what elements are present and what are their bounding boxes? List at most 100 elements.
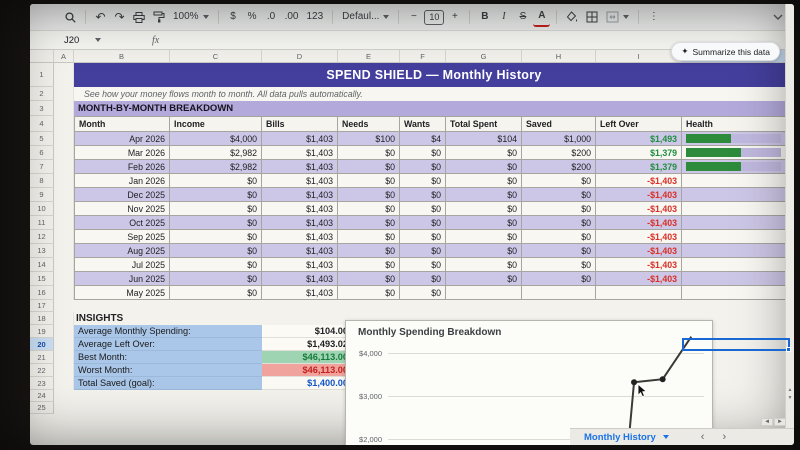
scroll-down-icon[interactable]: ▼ — [787, 395, 793, 401]
cell-bills-jun-2025[interactable]: $1,403 — [262, 272, 338, 286]
cell-wants-aug-2025[interactable]: $0 — [400, 244, 446, 258]
cell-health-jun-2025[interactable] — [682, 272, 794, 286]
cell-bills-dec-2025[interactable]: $1,403 — [262, 188, 338, 202]
row-header-16[interactable]: 16 — [30, 286, 54, 300]
row-header-7[interactable]: 7 — [30, 160, 54, 174]
cell-needs-mar-2026[interactable]: $0 — [338, 146, 400, 160]
cell-month-jul-2025[interactable]: Jul 2025 — [74, 258, 170, 272]
cell-needs-may-2025[interactable]: $0 — [338, 286, 400, 300]
italic-button[interactable]: I — [502, 11, 506, 22]
table-header-bills[interactable]: Bills — [262, 116, 338, 132]
table-header-wants[interactable]: Wants — [400, 116, 446, 132]
cell-left_over-jan-2026[interactable]: -$1,403 — [596, 174, 682, 188]
cell-A4[interactable] — [54, 116, 74, 132]
insights-title[interactable]: INSIGHTS — [76, 313, 124, 324]
cell-total_spent-feb-2026[interactable]: $0 — [446, 160, 522, 174]
table-header-needs[interactable]: Needs — [338, 116, 400, 132]
cell-wants-jan-2026[interactable]: $0 — [400, 174, 446, 188]
cell-bills-aug-2025[interactable]: $1,403 — [262, 244, 338, 258]
cell-wants-dec-2025[interactable]: $0 — [400, 188, 446, 202]
selected-cell-outline[interactable] — [682, 338, 791, 352]
cell-saved-may-2025[interactable] — [522, 286, 596, 300]
column-header-F[interactable]: F — [400, 50, 446, 63]
cell-wants-feb-2026[interactable]: $0 — [400, 160, 446, 174]
cell-income-apr-2026[interactable]: $4,000 — [170, 132, 262, 146]
title-banner[interactable]: SPEND SHIELD — Monthly History — [74, 63, 794, 87]
insight-label-21[interactable]: Best Month: — [74, 351, 262, 364]
cell-A10[interactable] — [54, 202, 74, 216]
cell-bills-feb-2026[interactable]: $1,403 — [262, 160, 338, 174]
cell-health-sep-2025[interactable] — [682, 230, 794, 244]
collapse-menus-icon[interactable] — [769, 8, 786, 27]
cell-left_over-nov-2025[interactable]: -$1,403 — [596, 202, 682, 216]
cell-total_spent-aug-2025[interactable]: $0 — [446, 244, 522, 258]
cell-month-aug-2025[interactable]: Aug 2025 — [74, 244, 170, 258]
cell-wants-mar-2026[interactable]: $0 — [400, 146, 446, 160]
cell-income-may-2025[interactable]: $0 — [170, 286, 262, 300]
cell-needs-feb-2026[interactable]: $0 — [338, 160, 400, 174]
cell-left_over-oct-2025[interactable]: -$1,403 — [596, 216, 682, 230]
cell-A12[interactable] — [54, 230, 74, 244]
cell-month-jan-2026[interactable]: Jan 2026 — [74, 174, 170, 188]
cell-needs-jul-2025[interactable]: $0 — [338, 258, 400, 272]
cell-total_spent-oct-2025[interactable]: $0 — [446, 216, 522, 230]
cell-saved-sep-2025[interactable]: $0 — [522, 230, 596, 244]
strikethrough-button[interactable]: S — [519, 11, 527, 22]
decrease-decimal-button[interactable]: .0 — [266, 11, 276, 22]
cell-A23[interactable] — [54, 377, 74, 390]
cell-month-nov-2025[interactable]: Nov 2025 — [74, 202, 170, 216]
cell-A3[interactable] — [54, 101, 74, 116]
cell-saved-mar-2026[interactable]: $200 — [522, 146, 596, 160]
insight-value-19[interactable]: $104.00 — [262, 325, 352, 338]
vertical-scrollbar[interactable]: ▲ ▼ — [785, 4, 794, 429]
cell-health-apr-2026[interactable] — [682, 132, 794, 146]
cell-bills-nov-2025[interactable]: $1,403 — [262, 202, 338, 216]
cell-needs-jun-2025[interactable]: $0 — [338, 272, 400, 286]
cell-A6[interactable] — [54, 146, 74, 160]
cell-needs-dec-2025[interactable]: $0 — [338, 188, 400, 202]
fill-handle[interactable] — [786, 347, 791, 352]
cell-health-jul-2025[interactable] — [682, 258, 794, 272]
cell-total_spent-nov-2025[interactable]: $0 — [446, 202, 522, 216]
paint-format-icon[interactable] — [150, 8, 168, 27]
cell-health-mar-2026[interactable] — [682, 146, 794, 160]
summarize-data-button[interactable]: ✦ Summarize this data — [671, 42, 780, 61]
cell-saved-jul-2025[interactable]: $0 — [522, 258, 596, 272]
cell-left_over-sep-2025[interactable]: -$1,403 — [596, 230, 682, 244]
cell-income-nov-2025[interactable]: $0 — [170, 202, 262, 216]
cell-saved-jan-2026[interactable]: $0 — [522, 174, 596, 188]
format-currency-button[interactable]: $ — [230, 11, 236, 22]
column-header-B[interactable]: B — [74, 50, 170, 63]
cell-bills-jul-2025[interactable]: $1,403 — [262, 258, 338, 272]
cell-wants-nov-2025[interactable]: $0 — [400, 202, 446, 216]
cell-month-may-2025[interactable]: May 2025 — [74, 286, 170, 300]
redo-icon[interactable]: ↷ — [114, 10, 125, 24]
table-header-month[interactable]: Month — [74, 116, 170, 132]
row-header-9[interactable]: 9 — [30, 188, 54, 202]
row-header-21[interactable]: 21 — [30, 351, 54, 364]
cell-health-nov-2025[interactable] — [682, 202, 794, 216]
more-toolbar-button[interactable]: ⋮ — [648, 11, 659, 22]
insight-value-22[interactable]: $46,113.00 — [262, 364, 352, 377]
next-sheet-button[interactable]: › — [722, 431, 727, 443]
scroll-left-icon[interactable]: ◄ — [761, 418, 774, 426]
cell-saved-apr-2026[interactable]: $1,000 — [522, 132, 596, 146]
section-header[interactable]: MONTH-BY-MONTH BREAKDOWN — [74, 101, 794, 116]
row-header-13[interactable]: 13 — [30, 244, 54, 258]
undo-icon[interactable]: ↶ — [95, 10, 106, 24]
cell-A1[interactable] — [54, 63, 74, 87]
cell-A15[interactable] — [54, 272, 74, 286]
column-header-D[interactable]: D — [262, 50, 338, 63]
row-header-4[interactable]: 4 — [30, 116, 54, 132]
borders-icon[interactable] — [583, 8, 601, 27]
cell-needs-oct-2025[interactable]: $0 — [338, 216, 400, 230]
cell-income-dec-2025[interactable]: $0 — [170, 188, 262, 202]
search-icon[interactable] — [62, 8, 79, 27]
cell-income-mar-2026[interactable]: $2,982 — [170, 146, 262, 160]
cell-saved-jun-2025[interactable]: $0 — [522, 272, 596, 286]
cell-bills-oct-2025[interactable]: $1,403 — [262, 216, 338, 230]
cell-left_over-mar-2026[interactable]: $1,379 — [596, 146, 682, 160]
sheet-tab-monthly-history[interactable]: Monthly History — [584, 432, 669, 443]
cell-saved-dec-2025[interactable]: $0 — [522, 188, 596, 202]
cell-A5[interactable] — [54, 132, 74, 146]
